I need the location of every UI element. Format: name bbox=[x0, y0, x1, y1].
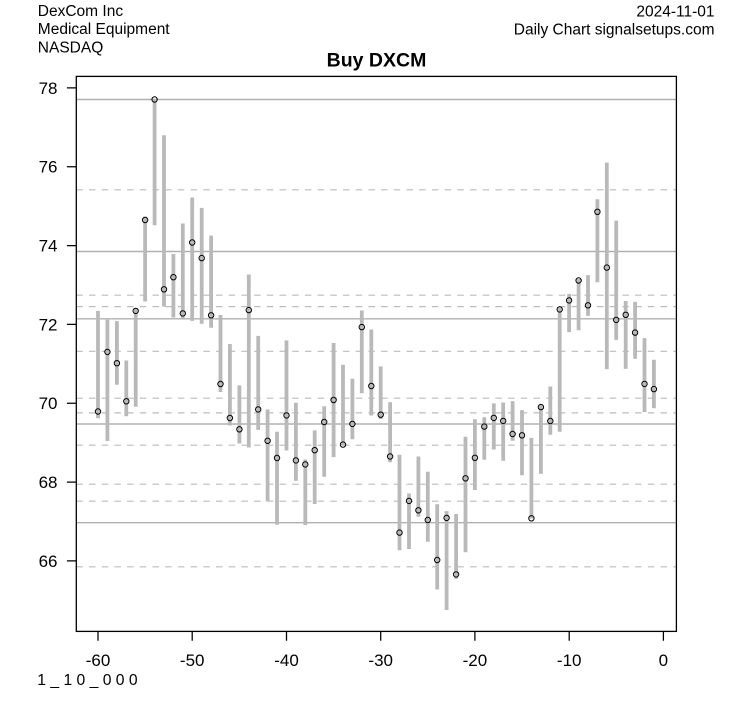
svg-text:-60: -60 bbox=[86, 651, 111, 670]
svg-text:Daily Chart signalsetups.com: Daily Chart signalsetups.com bbox=[514, 22, 715, 39]
svg-text:70: 70 bbox=[39, 394, 58, 413]
svg-text:74: 74 bbox=[39, 237, 58, 256]
svg-text:NASDAQ: NASDAQ bbox=[38, 39, 103, 56]
svg-text:66: 66 bbox=[39, 552, 58, 571]
svg-text:78: 78 bbox=[39, 79, 58, 98]
svg-text:72: 72 bbox=[39, 315, 58, 334]
svg-text:-10: -10 bbox=[557, 651, 582, 670]
svg-text:DexCom Inc: DexCom Inc bbox=[38, 3, 124, 20]
svg-text:68: 68 bbox=[39, 473, 58, 492]
svg-text:Medical Equipment: Medical Equipment bbox=[38, 21, 171, 38]
svg-text:-20: -20 bbox=[463, 651, 488, 670]
svg-text:76: 76 bbox=[39, 158, 58, 177]
svg-text:1 _ 1 0 _ 0 0 0: 1 _ 1 0 _ 0 0 0 bbox=[37, 672, 138, 689]
svg-text:Buy DXCM: Buy DXCM bbox=[327, 49, 427, 71]
svg-text:-50: -50 bbox=[180, 651, 205, 670]
svg-text:-40: -40 bbox=[274, 651, 299, 670]
svg-text:-30: -30 bbox=[368, 651, 393, 670]
svg-text:0: 0 bbox=[659, 651, 668, 670]
svg-text:2024-11-01: 2024-11-01 bbox=[636, 4, 714, 21]
